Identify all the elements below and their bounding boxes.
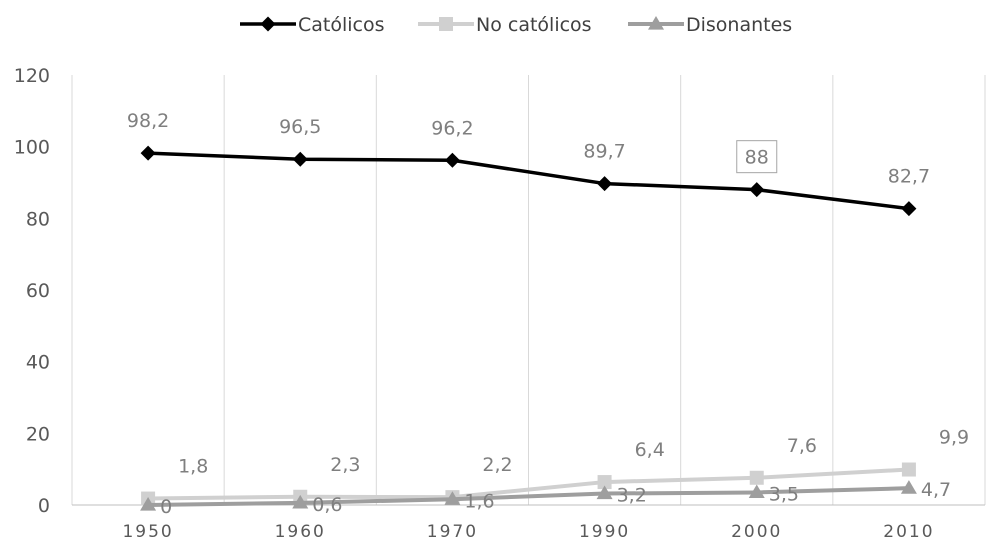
series-layer <box>140 145 917 511</box>
data-label: 3,5 <box>769 483 799 505</box>
triangle-marker <box>748 484 765 499</box>
diamond-marker <box>292 151 308 167</box>
square-marker <box>749 470 764 485</box>
series-0 <box>140 145 917 217</box>
diamond-marker <box>901 201 917 217</box>
data-label: 7,6 <box>787 435 817 457</box>
square-marker <box>439 17 453 31</box>
diamond-marker <box>749 182 765 198</box>
diamond-marker <box>597 176 613 192</box>
square-marker <box>901 462 916 477</box>
diamond-marker <box>444 152 460 168</box>
triangle-marker <box>648 16 664 30</box>
series-2 <box>140 480 917 511</box>
data-label: 96,5 <box>279 116 321 138</box>
triangle-marker <box>900 480 917 494</box>
data-label: 1,6 <box>464 490 494 512</box>
legend-label: Católicos <box>298 14 385 36</box>
data-label: 98,2 <box>127 110 169 132</box>
data-label: 4,7 <box>921 479 951 501</box>
data-label-box <box>736 140 778 174</box>
diamond-marker <box>260 16 276 32</box>
grid-lines <box>71 75 986 505</box>
legend: Católicos No católicos Disonantes <box>240 14 792 36</box>
y-axis-ticks: 0 20 40 60 80 100 120 <box>14 65 50 517</box>
data-label: 6,4 <box>635 439 665 461</box>
diamond-marker <box>140 145 156 161</box>
x-tick-label: 1970 <box>427 522 478 542</box>
y-tick-label: 0 <box>38 495 50 517</box>
triangle-marker <box>596 485 613 500</box>
series-line <box>148 486 909 507</box>
triangle-marker <box>444 491 461 505</box>
data-label: 89,7 <box>583 141 625 163</box>
x-tick-label: 2000 <box>731 522 782 542</box>
triangle-marker <box>140 497 157 511</box>
x-tick-label: 1960 <box>275 522 326 542</box>
y-tick-label: 40 <box>26 352 50 374</box>
data-label: 3,2 <box>617 485 647 507</box>
data-labels: 98,2 96,5 96,2 89,7 88 82,7 1,8 2,3 2,2 6,4 7,6 9,9… <box>127 110 969 518</box>
x-tick-label: 1990 <box>579 522 630 542</box>
series-line <box>148 151 910 211</box>
triangle-marker <box>292 494 309 509</box>
series-line <box>148 467 910 501</box>
y-tick-label: 80 <box>26 208 50 230</box>
square-marker <box>597 475 612 490</box>
data-label: 1,8 <box>178 456 208 478</box>
data-label: 9,9 <box>939 427 969 449</box>
y-tick-label: 60 <box>26 280 50 302</box>
data-label: 2,2 <box>482 454 512 476</box>
data-label: 0 <box>160 496 172 518</box>
x-tick-label: 2010 <box>883 522 934 542</box>
x-axis-ticks: 1950 1960 1970 1990 2000 2010 <box>122 522 934 542</box>
data-label: 82,7 <box>888 166 930 188</box>
legend-label: Disonantes <box>686 14 792 36</box>
y-tick-label: 100 <box>14 137 50 159</box>
data-label: 2,3 <box>330 454 360 476</box>
x-tick-label: 1950 <box>122 522 173 542</box>
legend-item: Disonantes <box>628 14 792 36</box>
data-label: 0,6 <box>312 494 342 516</box>
data-label: 96,2 <box>431 117 473 139</box>
legend-label: No católicos <box>476 14 592 36</box>
y-tick-label: 20 <box>26 423 50 445</box>
y-tick-label: 120 <box>14 65 50 87</box>
legend-item: No católicos <box>418 14 592 36</box>
legend-item: Católicos <box>240 14 385 36</box>
data-label: 88 <box>745 147 769 169</box>
